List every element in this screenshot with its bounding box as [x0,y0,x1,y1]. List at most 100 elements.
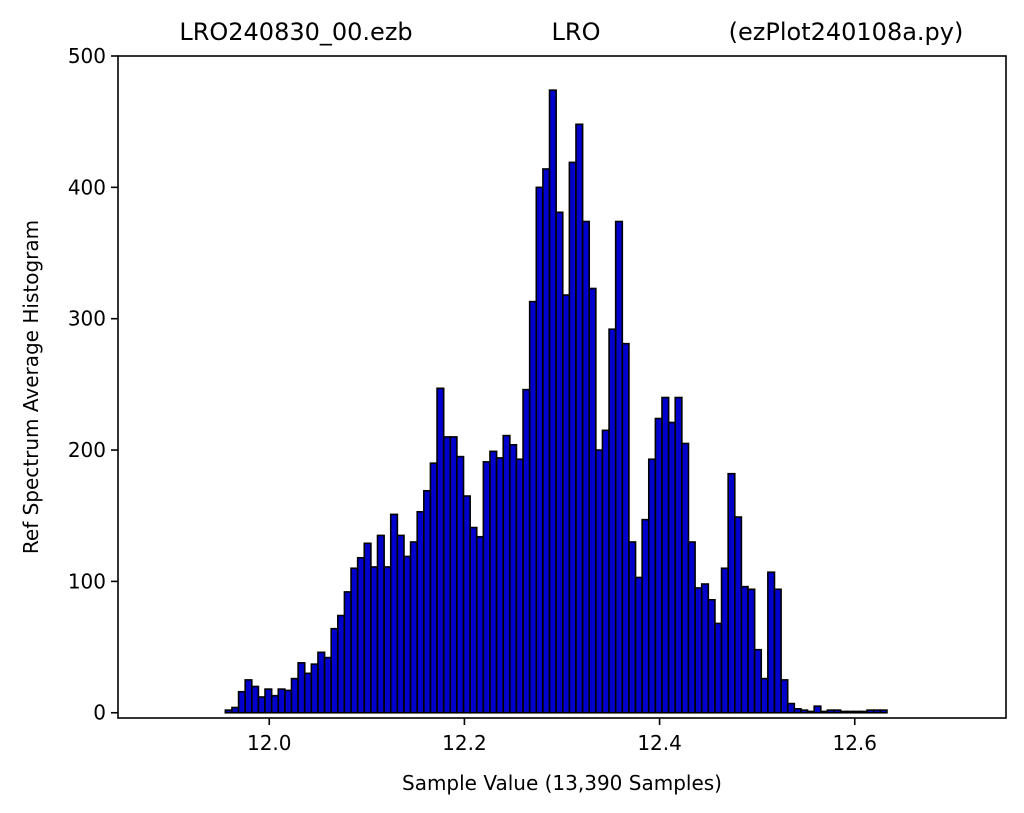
histogram-bar [343,591,352,714]
histogram-bar [462,495,471,714]
x-tick-label: 12.2 [442,731,487,755]
histogram-bar [767,571,776,714]
histogram-bar [509,443,518,714]
histogram-bar [257,696,266,714]
histogram-bar [290,677,299,714]
histogram-bar [575,123,584,714]
histogram-bar [819,710,829,714]
histogram-bar [251,685,260,714]
histogram-bar [323,656,332,714]
histogram-bar [528,300,538,714]
chart-title-left: LRO240830_00.ezb [179,18,412,46]
histogram-bar [681,442,690,714]
histogram-bar [720,567,729,714]
chart-title-center: LRO [552,18,601,46]
histogram-bar [303,672,313,714]
histogram-bar [773,588,782,714]
histogram-bar [403,555,412,714]
histogram-bar [264,688,273,714]
y-tick-label: 0 [93,701,106,725]
histogram-bar [310,663,319,714]
histogram-bar [694,587,703,714]
histogram-bar [423,489,432,714]
histogram-bar [370,566,379,714]
histogram-bar [495,457,505,714]
histogram-bar [628,541,637,714]
y-axis-ticks: 0 100 200 300 400 500 [68,44,118,725]
histogram-bar [700,583,710,714]
histogram-bar [383,566,392,714]
y-tick-label: 400 [68,175,106,199]
x-axis-ticks: 12.0 12.2 12.4 12.6 [247,718,877,755]
histogram-bar [489,450,498,714]
histogram-bar [270,694,280,714]
histogram-bar [595,449,604,714]
histogram-bar [760,677,769,714]
histogram-bar [449,436,458,714]
histogram-bar [284,689,293,714]
histogram-bar [244,679,253,714]
histogram-bar [522,388,531,714]
histogram-bar [846,710,855,714]
histogram-bar [548,89,557,714]
histogram-bar [436,387,445,714]
histogram-bar [224,709,233,714]
y-tick-label: 200 [68,438,106,462]
histogram-bar [456,455,465,714]
histogram-bar [429,462,438,714]
histogram-bar [747,588,756,714]
histogram-bar [555,211,564,714]
histogram-bar [733,516,743,714]
histogram-bar [740,585,749,714]
histogram-bar [297,662,306,714]
histogram-bar [753,648,763,714]
histogram-bar [469,526,478,714]
x-tick-label: 12.6 [832,731,877,755]
histogram-bar [376,534,385,714]
histogram-bar [317,651,326,714]
chart-title-right: (ezPlot240108a.py) [729,18,964,46]
histogram-bar [879,709,888,714]
histogram-bar [482,461,491,714]
histogram-bar [641,518,650,714]
x-axis-label: Sample Value (13,390 Samples) [402,771,722,795]
y-axis-label: Ref Spectrum Average Histogram [19,220,43,554]
histogram-bar [634,576,643,714]
x-tick-label: 12.0 [247,731,292,755]
histogram-bar [568,161,577,714]
histogram-bar [786,702,796,714]
histogram-bar [813,705,822,714]
histogram-bar [389,513,399,714]
histogram-bar [614,220,624,714]
histogram-bar [833,709,842,714]
histogram-bar [780,679,789,714]
histogram-bar [826,709,835,714]
histogram-bar [853,710,862,714]
histogram-bar [866,709,875,714]
histogram-bar [475,535,485,714]
histogram-bar [535,186,544,714]
y-tick-label: 300 [68,307,106,331]
histogram-bar [542,168,551,714]
histogram-bar [588,287,597,714]
histogram-bars [224,89,888,714]
histogram-bar [714,622,723,714]
histogram-bar [687,541,696,714]
x-tick-label: 12.4 [637,731,682,755]
histogram-bar [667,421,677,714]
histogram-bar [859,710,868,714]
histogram-bar [621,342,630,714]
histogram-bar [231,706,240,714]
histogram-bar [727,472,736,714]
histogram-bar [839,710,849,714]
histogram-bar [647,458,657,714]
histogram-bar [793,708,802,714]
histogram-bar [674,396,683,714]
histogram-bar [581,220,591,714]
histogram-bar [396,534,405,714]
histogram-bar [337,614,346,714]
histogram-bar [872,709,882,714]
histogram-bar [601,429,610,714]
histogram-bar [330,627,339,714]
